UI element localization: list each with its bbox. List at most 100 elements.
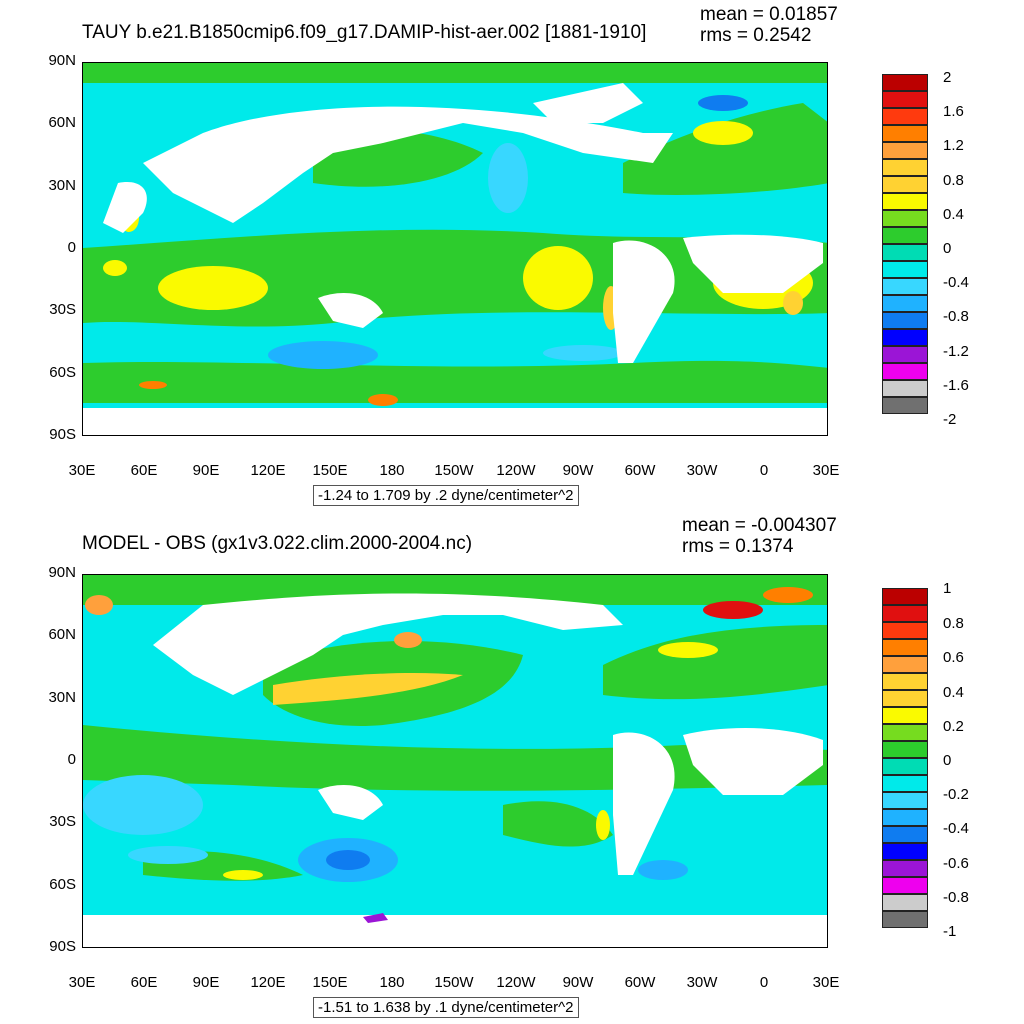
colorbar-box: [882, 227, 928, 244]
colorbar-label: -0.8: [943, 889, 969, 906]
lon-label: 90E: [192, 462, 220, 479]
lon-label: 0: [759, 462, 769, 479]
lon-label: 120E: [250, 974, 286, 991]
contour-info-box: -1.51 to 1.638 by .1 dyne/centimeter^2: [313, 997, 579, 1018]
map-plot: [82, 574, 828, 948]
colorbar-label: -0.6: [943, 855, 969, 872]
lat-label: 90S: [49, 938, 76, 955]
colorbar-box: [882, 380, 928, 397]
colorbar-box: [882, 278, 928, 295]
lon-label: 120W: [496, 462, 536, 479]
lat-label: 60S: [49, 876, 76, 893]
lat-label: 30S: [49, 813, 76, 830]
colorbar-box: [882, 588, 928, 605]
colorbar-box: [882, 639, 928, 656]
colorbar-box: [882, 673, 928, 690]
colorbar-label: 1.2: [943, 137, 964, 154]
lon-label: 180: [379, 974, 405, 991]
colorbar-box: [882, 724, 928, 741]
colorbar-label: 0.6: [943, 649, 964, 666]
lat-label: 60N: [48, 626, 76, 643]
colorbar-box: [882, 346, 928, 363]
lon-label: 60W: [624, 974, 656, 991]
colorbar-box: [882, 860, 928, 877]
map-contours: [83, 575, 827, 947]
lon-label: 150W: [434, 974, 474, 991]
mean-value: mean = -0.004307: [682, 515, 837, 536]
lat-label: 90S: [49, 426, 76, 443]
colorbar-label: 0: [943, 240, 952, 257]
colorbar-label: -1: [943, 923, 957, 940]
lon-label: 150E: [312, 462, 348, 479]
lon-label: 30E: [812, 974, 840, 991]
panel-title: TAUY b.e21.B1850cmip6.f09_g17.DAMIP-hist…: [82, 22, 647, 43]
colorbar-label: 1.6: [943, 103, 964, 120]
lon-label: 150E: [312, 974, 348, 991]
colorbar-label: 0.4: [943, 684, 964, 701]
colorbar-label: 0.8: [943, 615, 964, 632]
map-contours: [83, 63, 827, 435]
colorbar-box: [882, 210, 928, 227]
lon-label: 30W: [686, 974, 718, 991]
lat-label: 30S: [49, 301, 76, 318]
colorbar-label: -0.4: [943, 820, 969, 837]
colorbar-box: [882, 312, 928, 329]
panel-model-obs: MODEL - OBS (gx1v3.022.clim.2000-2004.nc…: [0, 512, 1024, 1024]
colorbar-label: 0.8: [943, 172, 964, 189]
colorbar-box: [882, 295, 928, 312]
panel-tauy: TAUY b.e21.B1850cmip6.f09_g17.DAMIP-hist…: [48, 4, 969, 506]
colorbar-box: [882, 91, 928, 108]
colorbar-box: [882, 261, 928, 278]
colorbar-box: [882, 741, 928, 758]
lon-label: 150W: [434, 462, 474, 479]
lon-label: 60E: [130, 974, 158, 991]
colorbar-box: [882, 605, 928, 622]
colorbar-box: [882, 758, 928, 775]
map-plot: [82, 62, 828, 436]
lon-label: 30W: [686, 462, 718, 479]
colorbar-label: -1.6: [943, 377, 969, 394]
colorbar-label: -0.8: [943, 308, 969, 325]
mean-value: mean = 0.01857: [700, 4, 838, 25]
colorbar-box: [882, 244, 928, 261]
colorbar: [882, 588, 928, 932]
colorbar-label: -0.4: [943, 274, 969, 291]
colorbar-box: [882, 775, 928, 792]
lon-label: 90W: [562, 974, 594, 991]
lat-label: 30N: [48, 177, 76, 194]
colorbar-label: -0.2: [943, 786, 969, 803]
lon-label: 90E: [192, 974, 220, 991]
colorbar-box: [882, 363, 928, 380]
colorbar-box: [882, 74, 928, 91]
colorbar-label: -1.2: [943, 343, 969, 360]
lat-label: 90N: [48, 564, 76, 581]
colorbar-box: [882, 125, 928, 142]
lat-label: 0: [67, 239, 76, 256]
colorbar-box: [882, 690, 928, 707]
lon-label: 30E: [68, 462, 96, 479]
colorbar-label: 0: [943, 752, 952, 769]
contour-info-box: -1.24 to 1.709 by .2 dyne/centimeter^2: [313, 485, 579, 506]
colorbar-box: [882, 108, 928, 125]
lon-label: 120W: [496, 974, 536, 991]
colorbar-box: [882, 329, 928, 346]
lon-label: 90W: [562, 462, 594, 479]
colorbar: [882, 74, 928, 418]
lat-label: 90N: [48, 52, 76, 69]
lon-label: 60E: [130, 462, 158, 479]
colorbar-box: [882, 193, 928, 210]
rms-value: rms = 0.2542: [700, 25, 812, 46]
colorbar-box: [882, 622, 928, 639]
colorbar-label: -2: [943, 411, 957, 428]
lat-label: 60N: [48, 114, 76, 131]
panel-title: MODEL - OBS (gx1v3.022.clim.2000-2004.nc…: [82, 533, 473, 554]
colorbar-box: [882, 176, 928, 193]
lon-label: 60W: [624, 462, 656, 479]
colorbar-box: [882, 397, 928, 414]
lon-label: 30E: [812, 462, 840, 479]
colorbar-box: [882, 656, 928, 673]
rms-value: rms = 0.1374: [682, 536, 794, 557]
lon-label: 0: [759, 974, 769, 991]
colorbar-box: [882, 894, 928, 911]
lon-label: 120E: [250, 462, 286, 479]
